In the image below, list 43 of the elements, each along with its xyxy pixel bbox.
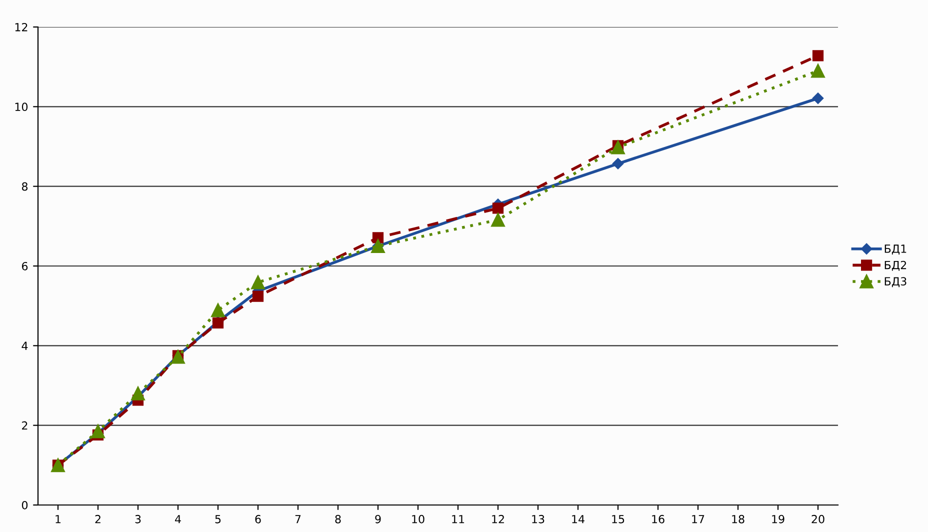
- legend-label: БД1: [884, 244, 906, 254]
- point: [91, 424, 105, 438]
- y-tick-label: 8: [22, 182, 28, 191]
- x-tick-label: 18: [732, 514, 744, 524]
- x-tick-label: 2: [95, 514, 100, 524]
- legend-label: БД2: [884, 260, 906, 271]
- point: [372, 232, 384, 244]
- point: [251, 275, 265, 290]
- point: [211, 303, 225, 318]
- point: [812, 50, 824, 62]
- x-tick-label: 11: [452, 515, 464, 524]
- x-tick-label: 16: [652, 514, 664, 524]
- x-tick-label: 8: [335, 514, 341, 524]
- point: [811, 64, 825, 78]
- point: [492, 202, 504, 214]
- x-tick-label: 19: [772, 514, 784, 524]
- x-tick-label: 17: [692, 515, 704, 524]
- x-tick-label: 7: [295, 515, 301, 524]
- y-tick-label: 0: [22, 500, 28, 510]
- x-tick-label: 15: [612, 515, 624, 524]
- x-tick-label: 6: [255, 514, 261, 524]
- x-tick-label: 4: [175, 515, 181, 524]
- point: [131, 386, 145, 400]
- x-tick-label: 13: [532, 514, 544, 524]
- legend-label: БД3: [884, 277, 906, 288]
- point: [812, 92, 824, 104]
- x-tick-label: 1: [56, 515, 61, 524]
- point: [611, 140, 625, 154]
- y-tick-label: 2: [22, 421, 28, 430]
- x-tick-label: 3: [135, 514, 141, 524]
- point: [252, 290, 264, 302]
- y-tick-label: 10: [15, 102, 28, 112]
- x-tick-label: 14: [572, 515, 584, 524]
- x-tick-label: 9: [375, 514, 381, 524]
- x-tick-label: 5: [215, 515, 221, 524]
- x-tick-label: 10: [412, 514, 424, 524]
- y-tick-label: 6: [22, 262, 28, 270]
- x-tick-label: 12: [492, 514, 504, 524]
- y-tick-label: 12: [15, 22, 28, 32]
- point: [491, 212, 505, 227]
- x-tick-label: 20: [812, 514, 824, 524]
- y-tick-label: 4: [22, 342, 28, 350]
- point: [612, 158, 624, 170]
